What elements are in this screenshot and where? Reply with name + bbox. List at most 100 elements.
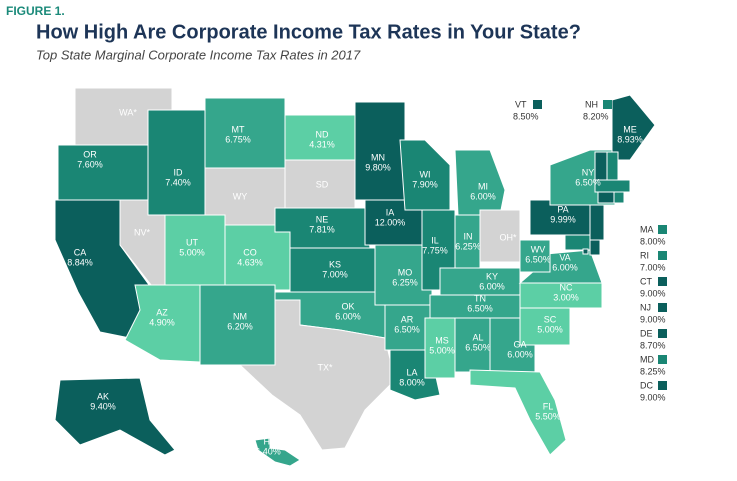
state-abbr: WI: [420, 169, 431, 179]
state-rate: 6.20%: [227, 321, 253, 331]
state-rate: 8.50%: [513, 111, 539, 121]
state-abbr: OK: [341, 301, 354, 311]
state-rate: 9.40%: [90, 401, 116, 411]
state-rate: 6.00%: [470, 191, 496, 201]
state-rate: 3.00%: [553, 292, 579, 302]
state-rate: 5.00%: [537, 324, 563, 334]
state-rate: 5.00%: [179, 247, 205, 257]
state-abbr: MS: [435, 335, 449, 345]
state-rate: 6.00%: [507, 349, 533, 359]
state-abbr: CO: [243, 247, 257, 257]
state-rate: 6.25%: [455, 241, 481, 251]
state-abbr: AK: [97, 391, 109, 401]
state-abbr: TN: [474, 293, 486, 303]
state-rate: 7.00%: [322, 269, 348, 279]
state-rate: 7.00%: [640, 262, 666, 272]
state-rate: 6.50%: [575, 177, 601, 187]
state-shape: [582, 248, 589, 255]
state-rate: 8.20%: [583, 111, 609, 121]
legend-swatch: [658, 225, 667, 234]
state-rate: 8.25%: [640, 366, 666, 376]
legend-swatch: [533, 100, 542, 109]
state-shape: [606, 151, 619, 181]
state-rate: 9.00%: [640, 392, 666, 402]
states: [54, 87, 656, 467]
state-rate: 6.50%: [465, 342, 491, 352]
state-rate: 6.00%: [552, 262, 578, 272]
state-rate: 8.70%: [640, 340, 666, 350]
state-abbr: LA: [406, 367, 417, 377]
state-shape: [594, 151, 608, 181]
state-abbr: DE: [640, 328, 653, 338]
state-abbr: NV*: [134, 227, 151, 237]
state-shape: [613, 191, 625, 204]
state-shape: [469, 369, 567, 456]
state-abbr: KS: [329, 259, 341, 269]
state-abbr: TX*: [317, 362, 333, 372]
legend-swatch: [658, 381, 667, 390]
state-abbr: IN: [464, 231, 473, 241]
state-rate: 4.63%: [237, 257, 263, 267]
state-rate: 7.60%: [77, 159, 103, 169]
legend-swatch: [658, 303, 667, 312]
state-abbr: IL: [431, 235, 439, 245]
state-abbr: RI: [640, 250, 649, 260]
state-abbr: DC: [640, 380, 653, 390]
state-rate: 4.90%: [149, 317, 175, 327]
state-abbr: AZ: [156, 307, 168, 317]
legend-swatch: [658, 355, 667, 364]
state-shape: [454, 149, 506, 216]
state-rate: 8.00%: [399, 377, 425, 387]
state-rate: 6.25%: [392, 277, 418, 287]
state-shape: [354, 101, 406, 201]
state-abbr: MI: [478, 181, 488, 191]
state-rate: 6.00%: [335, 311, 361, 321]
state-abbr: VA: [559, 252, 570, 262]
state-abbr: ID: [174, 167, 184, 177]
state-abbr: MN: [371, 152, 385, 162]
state-shape: [597, 191, 615, 204]
state-abbr: NY: [582, 167, 595, 177]
state-shape: [54, 377, 176, 456]
state-rate: 6.00%: [479, 281, 505, 291]
state-shape: [611, 94, 656, 161]
legend-swatch: [658, 277, 667, 286]
subtitle: Top State Marginal Corporate Income Tax …: [36, 47, 361, 62]
legend-swatch: [658, 329, 667, 338]
state-rate: 8.93%: [617, 134, 643, 144]
state-abbr: MD: [640, 354, 654, 364]
state-rate: 8.84%: [67, 257, 93, 267]
title: How High Are Corporate Income Tax Rates …: [36, 21, 581, 43]
state-rate: 7.81%: [309, 224, 335, 234]
state-rate: 9.99%: [550, 214, 576, 224]
state-rate: 6.40%: [255, 446, 281, 456]
state-labels: WA*OR7.60%CA8.84%NV*ID7.40%MT6.75%WYUT5.…: [67, 99, 667, 456]
state-abbr: MO: [398, 267, 413, 277]
state-abbr: AR: [401, 314, 414, 324]
state-rate: 12.00%: [375, 217, 406, 227]
state-rate: 5.50%: [535, 411, 561, 421]
state-abbr: VT: [515, 99, 527, 109]
state-rate: 6.50%: [467, 303, 493, 313]
state-rate: 9.00%: [640, 314, 666, 324]
state-abbr: MT: [232, 124, 245, 134]
state-abbr: AL: [472, 332, 483, 342]
state-abbr: HI: [264, 436, 273, 446]
state-shape: [519, 239, 551, 273]
state-rate: 7.75%: [422, 245, 448, 255]
state-abbr: CA: [74, 247, 87, 257]
state-shape: [424, 317, 456, 379]
state-shape: [57, 144, 149, 201]
state-abbr: FL: [543, 401, 554, 411]
state-shape: [589, 239, 601, 256]
state-shape: [147, 109, 206, 216]
state-abbr: ME: [623, 124, 637, 134]
state-abbr: GA: [513, 339, 526, 349]
state-abbr: SC: [544, 314, 557, 324]
state-abbr: IA: [386, 207, 395, 217]
state-shape: [204, 97, 286, 169]
state-rate: 5.00%: [429, 345, 455, 355]
state-abbr: NM: [233, 311, 247, 321]
state-rate: 4.31%: [309, 139, 335, 149]
